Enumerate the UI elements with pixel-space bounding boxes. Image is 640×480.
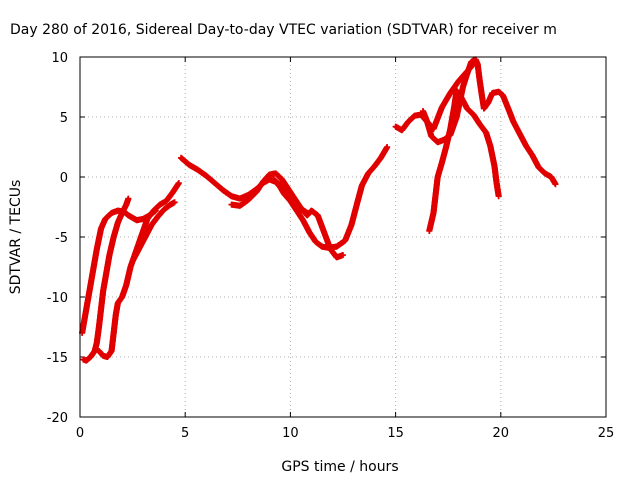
series-5 [228, 170, 346, 261]
y-axis-label: SDTVAR / TECUs [8, 180, 24, 295]
x-tick-label: 5 [181, 426, 189, 441]
data-point [304, 210, 311, 216]
y-tick-label: -10 [47, 291, 68, 306]
series-0 [79, 207, 159, 336]
series-6 [270, 176, 311, 216]
y-tick-label: 10 [51, 51, 68, 66]
plot-frame [79, 56, 607, 418]
y-tick-label: 5 [60, 111, 68, 126]
data-point [125, 195, 132, 202]
x-tick-label: 0 [76, 426, 84, 441]
data-point [552, 181, 559, 188]
series-4 [177, 144, 391, 251]
data-point [340, 252, 346, 258]
y-tick-label: -20 [47, 411, 68, 426]
grid [80, 57, 606, 417]
series-3 [129, 199, 178, 264]
series-8 [426, 87, 502, 234]
series-9 [419, 61, 477, 132]
x-tick-label: 10 [282, 426, 299, 441]
x-axis-label: GPS time / hours [281, 459, 398, 475]
x-tick-label: 20 [493, 426, 510, 441]
data-point [175, 180, 182, 186]
data-point [495, 193, 502, 200]
data-point [171, 199, 178, 206]
chart-title: Day 280 of 2016, Sidereal Day-to-day VTE… [10, 22, 557, 38]
data-point [470, 61, 477, 68]
series-1 [80, 195, 132, 364]
y-tick-label: -5 [55, 231, 68, 246]
y-tick-label: -15 [47, 351, 68, 366]
data-point [384, 144, 391, 150]
x-tick-label: 15 [387, 426, 404, 441]
axis-ticks: 0 5 10 15 20 25 -20 -15 -10 -5 0 5 10 [47, 51, 615, 441]
x-tick-label: 25 [598, 426, 615, 441]
y-tick-label: 0 [60, 171, 68, 186]
data-points [79, 56, 559, 364]
